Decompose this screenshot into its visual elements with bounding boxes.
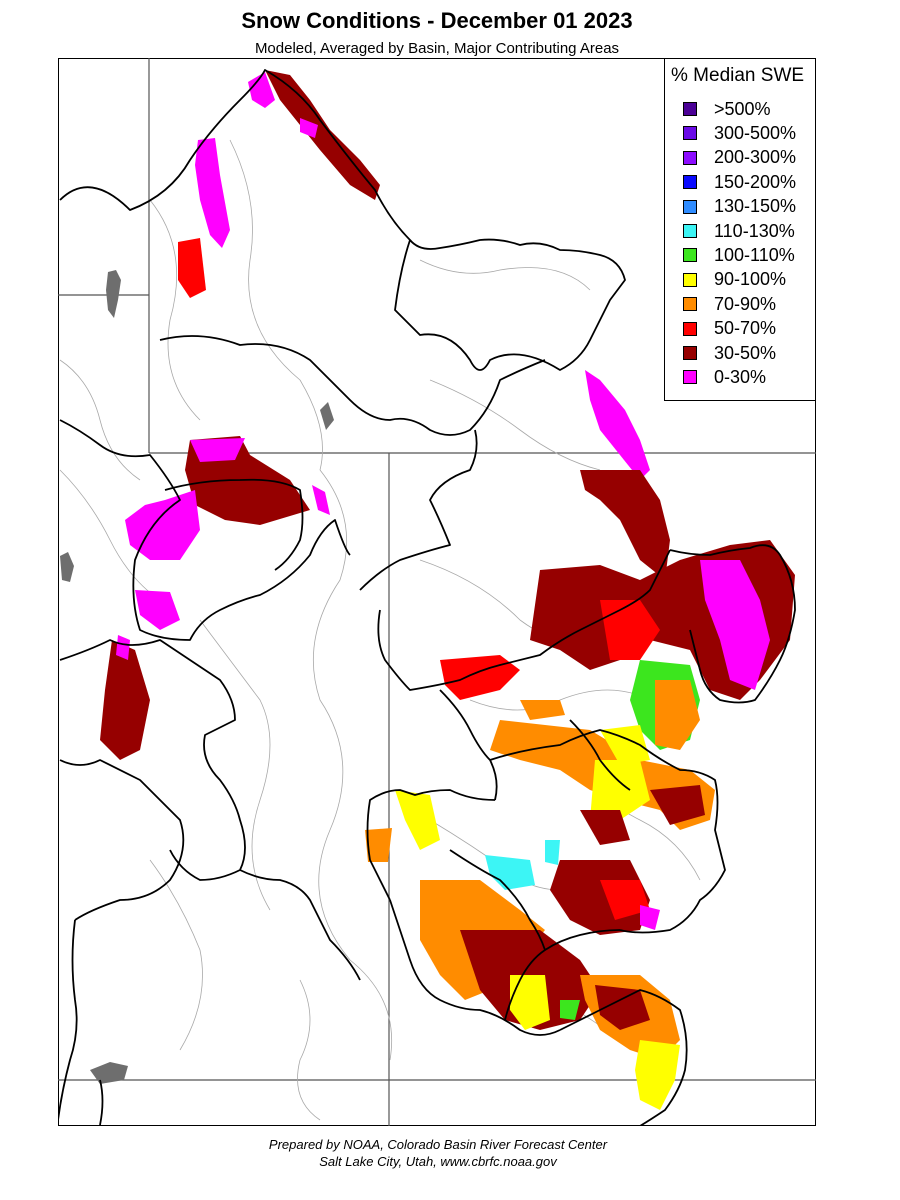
legend-label: 150-200% [714,171,797,192]
legend-item: 300-500% [683,123,796,143]
legend-title: % Median SWE [671,65,805,86]
map-subtitle: Modeled, Averaged by Basin, Major Contri… [254,40,620,57]
legend-item: 110-130% [683,221,795,241]
legend-item: 70-90% [683,294,776,314]
legend-swatch [683,346,697,360]
legend-item: 150-200% [683,172,796,192]
legend-swatch [683,199,697,214]
legend-swatch [683,126,697,141]
legend-label: 110-130% [714,220,795,241]
legend-label: 50-70% [714,318,777,339]
legend-item: 50-70% [683,318,777,339]
legend-item: 100-110% [683,245,795,265]
legend-swatch [683,272,697,287]
legend-swatch [683,297,697,312]
legend-swatch [683,321,697,336]
snow-patches [100,70,795,1110]
legend-label: 70-90% [714,293,777,314]
lakes [60,270,334,1084]
legend-label: >500% [714,98,771,119]
credit-line-1: Prepared by NOAA, Colorado Basin River F… [268,1137,608,1152]
legend-swatch [683,224,697,238]
legend-label: 130-150% [714,196,797,217]
legend-swatch [683,102,697,116]
legend-item: 0-30% [683,367,766,387]
basin-boundaries [58,69,796,1126]
legend-label: 100-110% [714,244,795,265]
legend-swatch [683,370,697,385]
credit-line-2: Salt Lake City, Utah, www.cbrfc.noaa.gov [319,1154,557,1169]
legend-swatch [683,150,697,165]
map-title: Snow Conditions - December 01 2023 [241,8,633,33]
legend-label: 90-100% [714,269,787,290]
legend: % Median SWE >500% 300-500% 200-300% 150-20… [664,59,815,401]
legend-item: 200-300% [683,147,797,168]
legend-item: 130-150% [683,196,797,217]
state-boundaries [58,58,816,1126]
legend-swatch [683,248,697,263]
legend-label: 300-500% [714,122,797,143]
legend-label: 0-30% [714,366,767,387]
legend-label: 200-300% [714,147,797,168]
legend-item: 30-50% [683,343,776,363]
legend-swatch [683,175,697,190]
legend-item: 90-100% [683,269,787,290]
legend-item: >500% [683,99,771,119]
legend-label: 30-50% [714,342,777,363]
